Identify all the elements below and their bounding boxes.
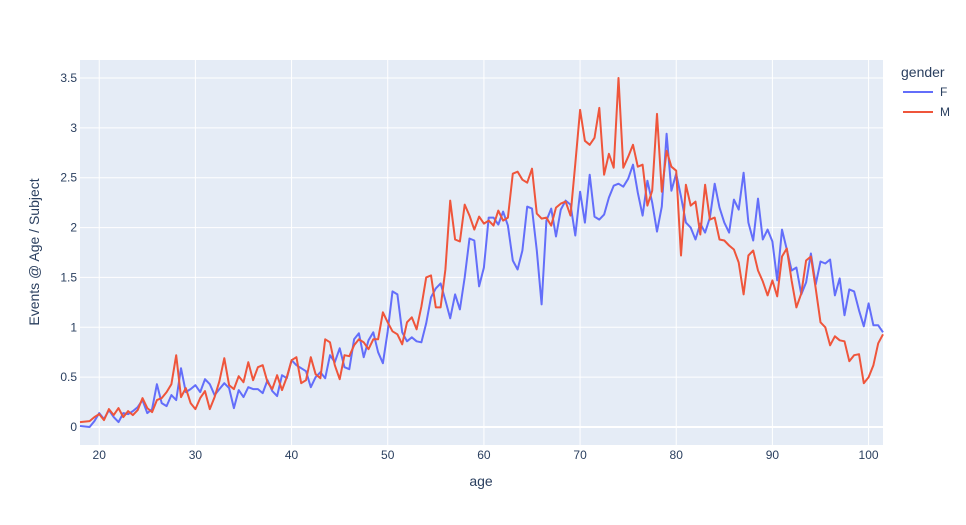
series-line-M[interactable]	[79, 77, 884, 424]
x-tick-label: 100	[859, 448, 879, 462]
y-tick-label: 0.5	[60, 370, 77, 384]
x-tick-label: 50	[381, 448, 395, 462]
x-tick-label: 70	[573, 448, 587, 462]
series-lines	[79, 77, 884, 428]
legend-label-F: F	[940, 85, 947, 99]
y-tick-label: 1	[70, 320, 77, 334]
x-axis-ticks: 20 30 40 50 60 70 80 90 100	[93, 448, 879, 462]
y-tick-label: 2.5	[60, 171, 77, 185]
plot-background	[80, 60, 883, 445]
x-tick-label: 20	[93, 448, 107, 462]
x-tick-label: 80	[670, 448, 684, 462]
legend-item-M[interactable]: M	[903, 105, 950, 119]
x-tick-label: 60	[477, 448, 491, 462]
legend: gender F M	[901, 64, 950, 119]
y-axis-ticks: 0 0.5 1 1.5 2 2.5 3 3.5	[60, 71, 77, 434]
y-tick-label: 1.5	[60, 270, 77, 284]
y-tick-label: 0	[70, 420, 77, 434]
x-tick-label: 90	[766, 448, 780, 462]
x-tick-label: 30	[189, 448, 203, 462]
y-tick-label: 2	[70, 221, 77, 235]
y-tick-label: 3.5	[60, 71, 77, 85]
x-tick-label: 40	[285, 448, 299, 462]
legend-title: gender	[901, 64, 945, 80]
series-line-F[interactable]	[79, 132, 884, 428]
y-axis-title: Events @ Age / Subject	[26, 178, 42, 325]
legend-label-M: M	[940, 105, 950, 119]
y-tick-label: 3	[70, 121, 77, 135]
legend-item-F[interactable]: F	[903, 85, 947, 99]
x-gridlines	[98, 60, 870, 445]
x-axis-title: age	[469, 473, 493, 489]
